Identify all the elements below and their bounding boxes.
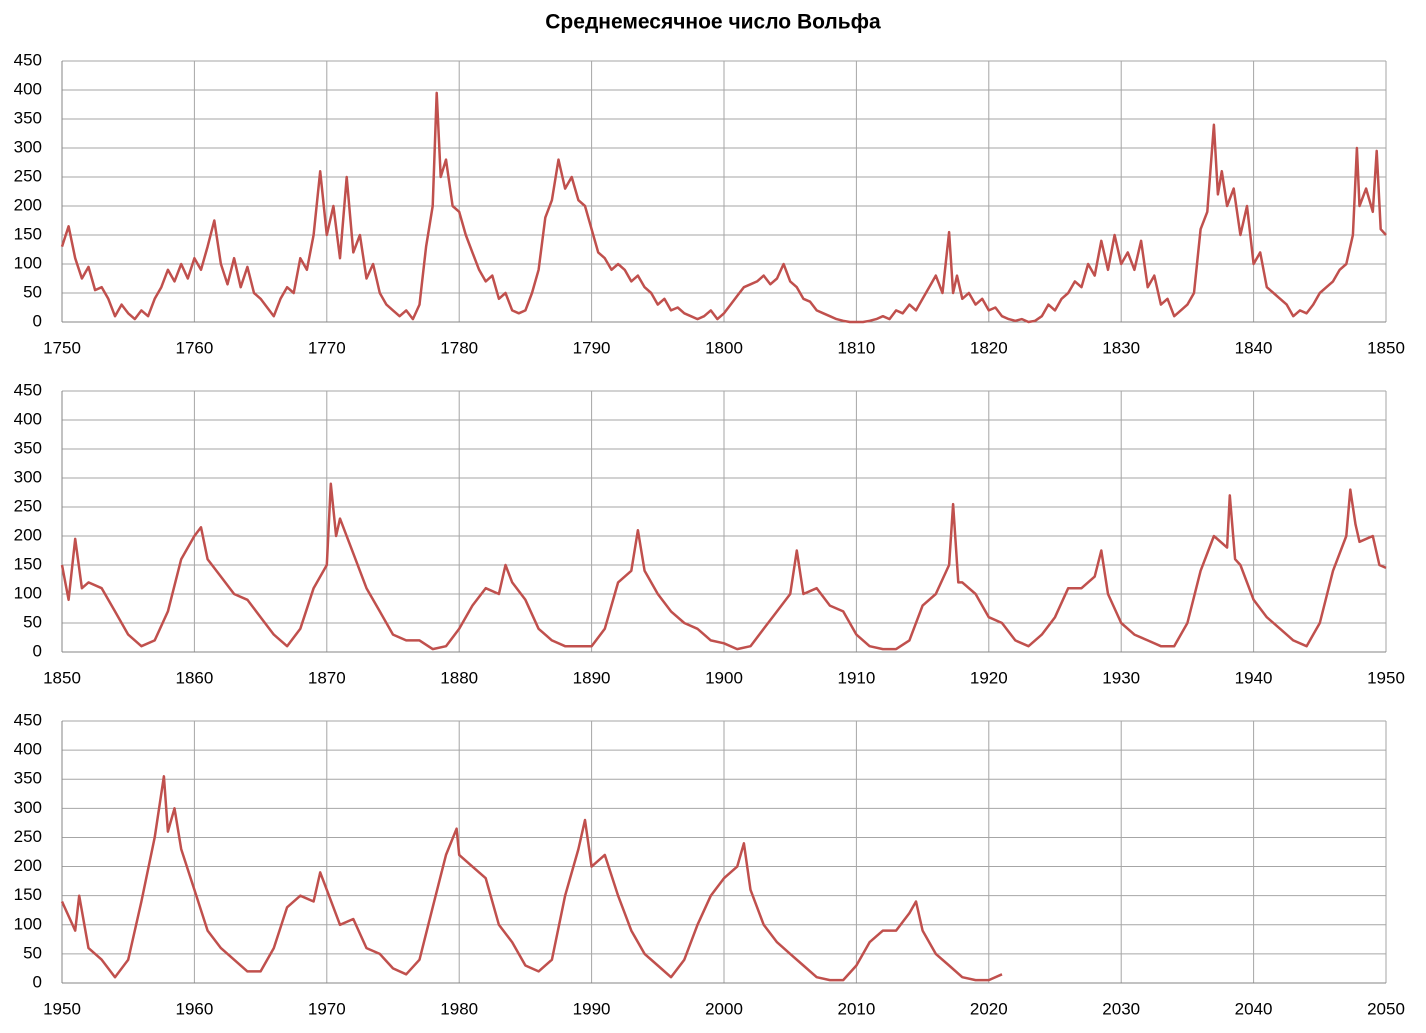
x-tick-label: 1760 xyxy=(175,338,213,357)
x-tick-label: 1960 xyxy=(175,999,213,1018)
y-tick-label: 250 xyxy=(14,166,42,185)
x-tick-label: 1870 xyxy=(308,668,346,687)
y-tick-label: 50 xyxy=(23,282,42,301)
x-tick-label: 1890 xyxy=(573,668,611,687)
x-tick-label: 1800 xyxy=(705,338,743,357)
x-tick-label: 2050 xyxy=(1367,999,1405,1018)
y-tick-label: 100 xyxy=(14,914,42,933)
y-tick-label: 200 xyxy=(14,856,42,875)
x-tick-label: 1790 xyxy=(573,338,611,357)
y-tick-label: 350 xyxy=(14,438,42,457)
y-tick-label: 200 xyxy=(14,525,42,544)
y-tick-label: 0 xyxy=(33,311,42,330)
y-tick-label: 50 xyxy=(23,943,42,962)
y-tick-label: 450 xyxy=(14,710,42,729)
y-tick-label: 150 xyxy=(14,885,42,904)
y-tick-label: 300 xyxy=(14,798,42,817)
y-tick-label: 300 xyxy=(14,137,42,156)
x-tick-label: 1860 xyxy=(175,668,213,687)
x-tick-label: 1840 xyxy=(1235,338,1273,357)
y-tick-label: 350 xyxy=(14,769,42,788)
x-tick-label: 1950 xyxy=(1367,668,1405,687)
x-tick-label: 1930 xyxy=(1102,668,1140,687)
x-tick-label: 1850 xyxy=(43,668,81,687)
x-tick-label: 1910 xyxy=(837,668,875,687)
y-tick-label: 300 xyxy=(14,467,42,486)
x-tick-label: 1940 xyxy=(1235,668,1273,687)
x-tick-label: 1750 xyxy=(43,338,81,357)
x-tick-label: 1970 xyxy=(308,999,346,1018)
x-tick-label: 1770 xyxy=(308,338,346,357)
y-tick-label: 400 xyxy=(14,79,42,98)
x-tick-label: 2000 xyxy=(705,999,743,1018)
x-tick-label: 2010 xyxy=(837,999,875,1018)
x-tick-label: 1850 xyxy=(1367,338,1405,357)
y-tick-label: 100 xyxy=(14,253,42,272)
y-tick-label: 150 xyxy=(14,224,42,243)
x-tick-label: 1880 xyxy=(440,668,478,687)
x-tick-label: 1990 xyxy=(573,999,611,1018)
y-tick-label: 100 xyxy=(14,583,42,602)
data-line xyxy=(60,775,1003,982)
x-tick-label: 2030 xyxy=(1102,999,1140,1018)
x-tick-label: 1820 xyxy=(970,338,1008,357)
data-line xyxy=(60,91,1387,324)
x-tick-label: 1780 xyxy=(440,338,478,357)
x-tick-label: 1980 xyxy=(440,999,478,1018)
y-tick-label: 350 xyxy=(14,108,42,127)
x-tick-label: 2020 xyxy=(970,999,1008,1018)
data-line xyxy=(60,482,1387,651)
y-tick-label: 0 xyxy=(33,972,42,991)
y-tick-label: 50 xyxy=(23,612,42,631)
y-tick-label: 150 xyxy=(14,554,42,573)
x-tick-label: 1950 xyxy=(43,999,81,1018)
x-tick-label: 1830 xyxy=(1102,338,1140,357)
x-tick-label: 2040 xyxy=(1235,999,1273,1018)
x-tick-label: 1920 xyxy=(970,668,1008,687)
x-tick-label: 1810 xyxy=(837,338,875,357)
y-tick-label: 400 xyxy=(14,740,42,759)
y-tick-label: 250 xyxy=(14,827,42,846)
y-tick-label: 450 xyxy=(14,380,42,399)
y-tick-label: 250 xyxy=(14,496,42,515)
x-tick-label: 1900 xyxy=(705,668,743,687)
y-tick-label: 0 xyxy=(33,641,42,660)
y-tick-label: 200 xyxy=(14,195,42,214)
chart-title: Среднемесячное число Вольфа xyxy=(545,11,881,34)
y-tick-label: 450 xyxy=(14,50,42,69)
y-tick-label: 400 xyxy=(14,409,42,428)
